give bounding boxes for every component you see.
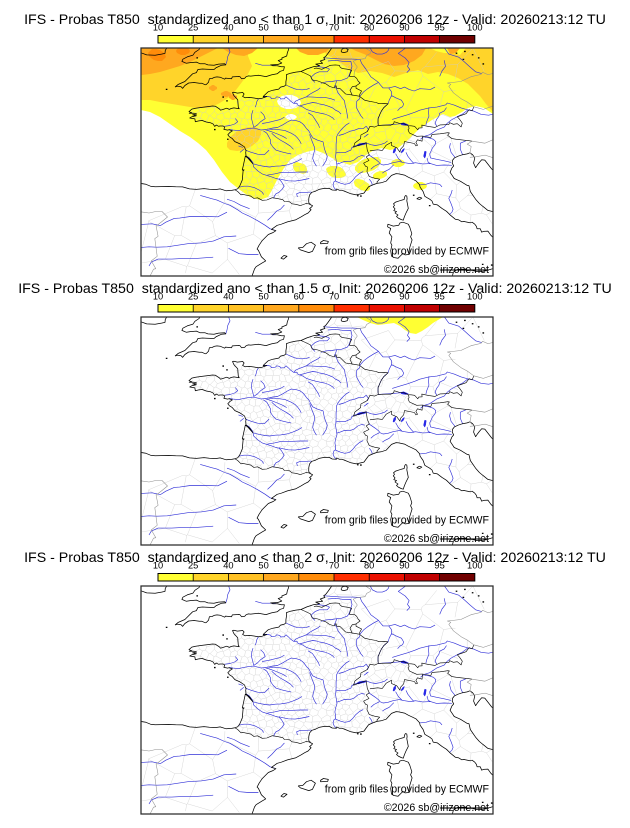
svg-text:40: 40 <box>223 561 233 571</box>
svg-text:100: 100 <box>467 292 483 302</box>
svg-text:©2026 sb@irizone.net: ©2026 sb@irizone.net <box>384 264 489 276</box>
svg-text:80: 80 <box>364 292 374 302</box>
svg-text:from grib files provided by EC: from grib files provided by ECMWF <box>325 246 490 258</box>
svg-text:60: 60 <box>294 292 304 302</box>
svg-text:50: 50 <box>258 292 268 302</box>
svg-text:60: 60 <box>294 23 304 33</box>
svg-text:90: 90 <box>399 23 409 33</box>
svg-text:95: 95 <box>434 292 444 302</box>
svg-text:IFS - Probas T850 standardize: IFS - Probas T850 standardized ano < tha… <box>18 281 612 297</box>
svg-text:90: 90 <box>399 561 409 571</box>
svg-text:from grib files provided by EC: from grib files provided by ECMWF <box>325 784 490 796</box>
svg-text:95: 95 <box>434 23 444 33</box>
svg-text:25: 25 <box>188 292 198 302</box>
svg-text:70: 70 <box>329 292 339 302</box>
svg-text:©2026 sb@irizone.net: ©2026 sb@irizone.net <box>384 533 489 545</box>
svg-text:50: 50 <box>258 561 268 571</box>
svg-text:50: 50 <box>258 23 268 33</box>
svg-text:from grib files provided by EC: from grib files provided by ECMWF <box>325 515 490 527</box>
svg-text:70: 70 <box>329 23 339 33</box>
svg-text:25: 25 <box>188 23 198 33</box>
svg-text:100: 100 <box>467 561 483 571</box>
svg-text:25: 25 <box>188 561 198 571</box>
svg-text:95: 95 <box>434 561 444 571</box>
svg-text:40: 40 <box>223 292 233 302</box>
svg-text:©2026 sb@irizone.net: ©2026 sb@irizone.net <box>384 802 489 814</box>
svg-text:10: 10 <box>153 292 163 302</box>
svg-text:10: 10 <box>153 23 163 33</box>
svg-text:90: 90 <box>399 292 409 302</box>
svg-text:IFS - Probas T850 standardize: IFS - Probas T850 standardized ano < tha… <box>24 12 606 28</box>
svg-text:10: 10 <box>153 561 163 571</box>
svg-text:70: 70 <box>329 561 339 571</box>
svg-text:40: 40 <box>223 23 233 33</box>
svg-text:IFS - Probas T850 standardize: IFS - Probas T850 standardized ano < tha… <box>24 550 606 566</box>
svg-text:60: 60 <box>294 561 304 571</box>
svg-text:80: 80 <box>364 561 374 571</box>
svg-text:100: 100 <box>467 23 483 33</box>
svg-text:80: 80 <box>364 23 374 33</box>
